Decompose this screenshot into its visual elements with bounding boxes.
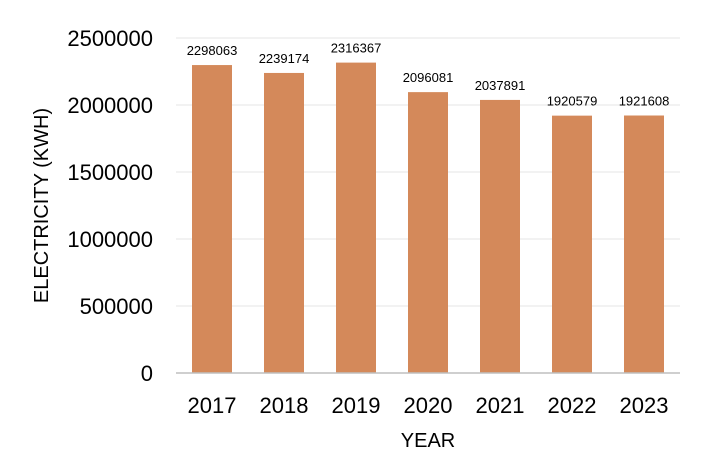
data-label-2019: 2316367 <box>331 41 382 56</box>
y-tick-label: 2000000 <box>67 93 153 118</box>
data-label-2017: 2298063 <box>187 43 238 58</box>
x-tick-label-2017: 2017 <box>188 393 237 418</box>
bar-2022 <box>552 115 592 374</box>
y-tick-label: 2500000 <box>67 26 153 51</box>
data-label-2021: 2037891 <box>475 78 526 93</box>
x-tick-label-2020: 2020 <box>404 393 453 418</box>
data-label-2020: 2096081 <box>403 70 454 85</box>
y-tick-label: 1000000 <box>67 227 153 252</box>
x-tick-label-2021: 2021 <box>476 393 525 418</box>
data-label-2018: 2239174 <box>259 51 310 66</box>
bar-2018 <box>264 72 304 373</box>
y-axis-title: ELECTRICITY (KWH) <box>31 108 53 303</box>
bar-2019 <box>336 62 376 374</box>
bars <box>192 62 664 374</box>
y-tick-label: 1500000 <box>67 160 153 185</box>
x-tick-label-2018: 2018 <box>260 393 309 418</box>
bar-2021 <box>480 99 520 373</box>
bar-2020 <box>408 92 448 373</box>
x-axis-title: YEAR <box>401 430 455 452</box>
x-tick-label-2022: 2022 <box>548 393 597 418</box>
bar-2023 <box>624 115 664 374</box>
data-label-2022: 1920579 <box>547 94 598 109</box>
y-axis-ticks: 0 500000 1000000 1500000 2000000 2500000 <box>67 26 153 386</box>
bar-2017 <box>192 65 232 373</box>
y-tick-label: 0 <box>141 361 153 386</box>
y-tick-label: 500000 <box>80 294 153 319</box>
x-axis-ticks: 2017 2018 2019 2020 2021 2022 2023 <box>188 393 669 418</box>
x-tick-label-2019: 2019 <box>332 393 381 418</box>
x-tick-label-2023: 2023 <box>620 393 669 418</box>
data-labels: 2298063 2239174 2316367 2096081 2037891 19205… <box>187 41 670 109</box>
data-label-2023: 1921608 <box>619 94 670 109</box>
